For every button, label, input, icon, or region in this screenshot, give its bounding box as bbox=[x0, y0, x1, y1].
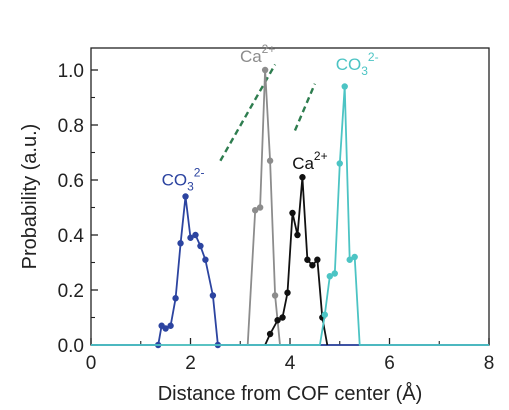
series-line-4 bbox=[91, 85, 489, 346]
data-point bbox=[304, 256, 311, 263]
data-point bbox=[284, 289, 291, 296]
data-point bbox=[274, 317, 281, 324]
data-point bbox=[197, 242, 204, 250]
x-axis-label: Distance from COF center (Å) bbox=[158, 382, 423, 405]
data-point bbox=[309, 262, 316, 269]
data-point bbox=[271, 292, 279, 299]
y-tick-label: 0.4 bbox=[58, 226, 85, 247]
series-line-2 bbox=[246, 69, 281, 346]
data-point bbox=[162, 325, 169, 332]
data-point bbox=[266, 157, 274, 164]
annotation-label: Ca2+ bbox=[292, 149, 327, 173]
annotation-label: CO32- bbox=[336, 50, 379, 78]
data-point bbox=[331, 270, 338, 277]
data-point bbox=[251, 207, 259, 214]
data-point bbox=[341, 83, 348, 90]
y-tick-label: 0.2 bbox=[58, 281, 84, 302]
data-point bbox=[261, 66, 269, 74]
y-tick-label: 0.6 bbox=[58, 171, 84, 192]
axis-labels: 0 2 4 6 8 0.0 0.2 0.4 0.6 0.8 1.0 Distance from COF… bbox=[19, 61, 494, 405]
y-tick-label: 0.0 bbox=[58, 336, 84, 357]
x-tick-label: 2 bbox=[185, 353, 196, 374]
data-point bbox=[256, 204, 264, 211]
data-point bbox=[202, 256, 209, 263]
data-point bbox=[172, 295, 179, 302]
data-point bbox=[209, 292, 217, 299]
annotation-label: Ca2+ bbox=[240, 42, 275, 66]
data-point bbox=[192, 231, 199, 239]
x-tick-label: 8 bbox=[484, 353, 495, 374]
x-tick-label: 6 bbox=[384, 353, 395, 374]
data-point bbox=[336, 160, 343, 167]
data-point bbox=[182, 193, 189, 200]
y-tick-label: 0.8 bbox=[58, 116, 84, 137]
annotation-dash-line bbox=[293, 83, 316, 131]
x-tick-label: 0 bbox=[86, 353, 97, 374]
plot-frame bbox=[90, 47, 490, 346]
data-point bbox=[299, 174, 306, 181]
annotations: CO32- Ca2+ Ca2+ CO32- bbox=[162, 42, 379, 194]
series-line-1 bbox=[91, 195, 489, 346]
data-point bbox=[187, 234, 194, 241]
y-axis-label: Probability (a.u.) bbox=[19, 124, 41, 270]
data-point bbox=[294, 231, 301, 239]
data-point bbox=[279, 314, 286, 321]
data-point bbox=[177, 240, 184, 247]
data-point bbox=[266, 330, 274, 338]
data-point bbox=[326, 273, 333, 280]
y-tick-label: 1.0 bbox=[58, 61, 84, 82]
data-point bbox=[167, 322, 174, 329]
data-point bbox=[314, 256, 321, 263]
plot-area bbox=[91, 66, 489, 349]
annotation-label: CO32- bbox=[162, 166, 205, 194]
x-tick-label: 4 bbox=[285, 353, 296, 374]
axes bbox=[90, 47, 490, 346]
data-point bbox=[289, 209, 296, 217]
data-point bbox=[321, 311, 329, 318]
data-point bbox=[351, 253, 358, 261]
data-point bbox=[346, 256, 353, 263]
